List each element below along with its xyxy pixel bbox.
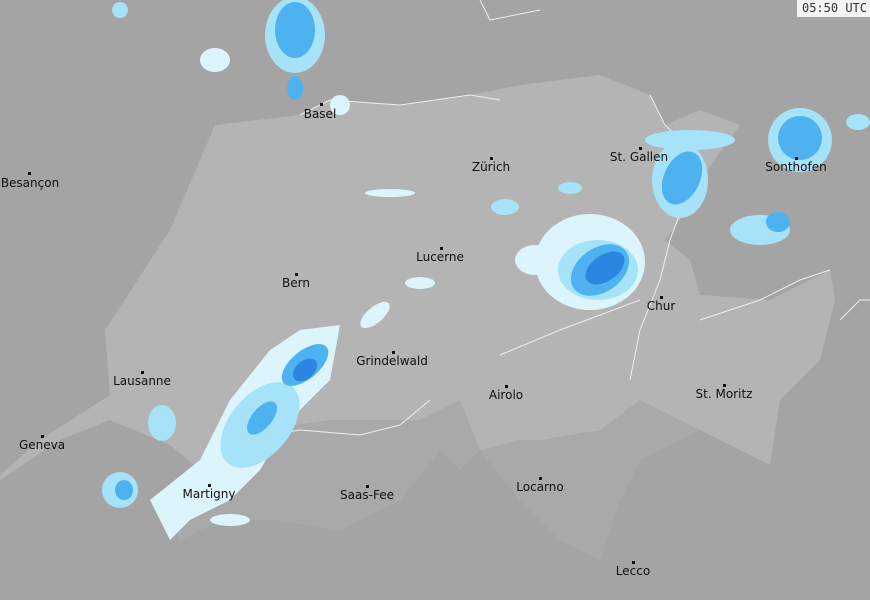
city-dot: [795, 157, 798, 160]
country-switzerland: [0, 75, 835, 560]
city-airolo: Airolo: [488, 388, 524, 402]
precipitation: [102, 0, 870, 540]
city-dot: [539, 477, 542, 480]
city-dot: [320, 103, 323, 106]
city-grindelwald: Grindelwald: [356, 354, 428, 368]
city-bern: Bern: [282, 276, 310, 290]
city-dot: [505, 385, 508, 388]
city-lecco: Lecco: [615, 564, 651, 578]
city-saas-fee: Saas-Fee: [340, 488, 394, 502]
city-dot: [723, 384, 726, 387]
city-dot: [366, 485, 369, 488]
city-lucerne: Lucerne: [416, 250, 464, 264]
city-dot: [295, 273, 298, 276]
city-besancon: Besançon: [0, 176, 60, 190]
city-dot: [28, 172, 31, 175]
timestamp-label: 05:50 UTC: [796, 0, 870, 17]
city-chur: Chur: [646, 299, 676, 313]
city-dot: [660, 296, 663, 299]
city-dot: [440, 247, 443, 250]
city-geneva: Geneva: [18, 438, 66, 452]
city-dot: [208, 484, 211, 487]
city-dot: [632, 561, 635, 564]
city-dot: [639, 147, 642, 150]
city-sonthofen: Sonthofen: [765, 160, 827, 174]
city-dot: [490, 157, 493, 160]
city-lausanne: Lausanne: [113, 374, 171, 388]
city-dot: [141, 371, 144, 374]
city-basel: Basel: [303, 107, 337, 121]
city-locarno: Locarno: [516, 480, 564, 494]
city-st-moritz: St. Moritz: [695, 387, 753, 401]
city-zurich: Zürich: [471, 160, 511, 174]
city-dot: [41, 435, 44, 438]
city-martigny: Martigny: [182, 487, 236, 501]
city-dot: [392, 351, 395, 354]
city-st-gallen: St. Gallen: [609, 150, 669, 164]
